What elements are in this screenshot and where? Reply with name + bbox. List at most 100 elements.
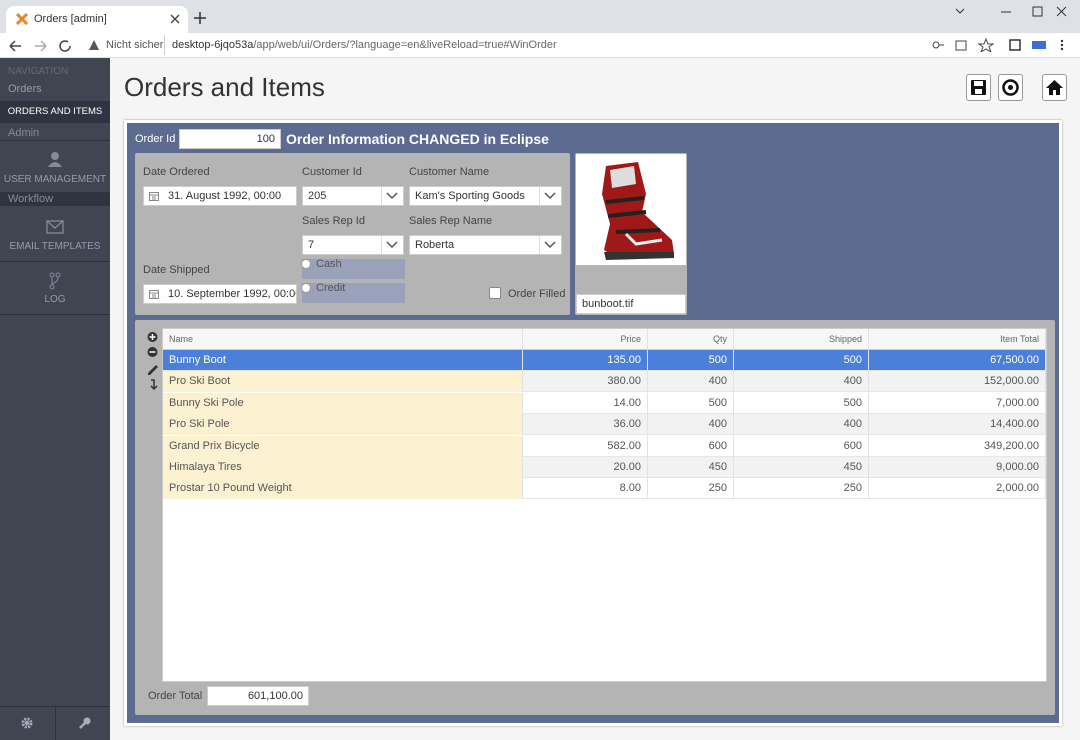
calendar-icon bbox=[149, 290, 159, 299]
customer-name-select[interactable]: Kam's Sporting Goods bbox=[409, 186, 562, 206]
dropdown-arrow[interactable] bbox=[539, 236, 561, 254]
grid-row[interactable]: Grand Prix Bicycle 582.00 600 600 349,200.00 bbox=[163, 435, 1046, 457]
grid-cell: Prostar 10 Pound Weight bbox=[163, 478, 523, 500]
toolbar-icons[interactable] bbox=[932, 38, 1072, 52]
image-panel: bunboot.tif bbox=[575, 153, 687, 315]
grid-cell: 152,000.00 bbox=[869, 371, 1046, 393]
new-tab[interactable] bbox=[194, 12, 206, 24]
sales-rep-id-select[interactable]: 7 bbox=[302, 235, 404, 255]
security-label[interactable]: Nicht sicher bbox=[106, 39, 164, 51]
order-total-input[interactable]: 601,100.00 bbox=[207, 686, 309, 706]
dropdown-arrow[interactable] bbox=[381, 187, 403, 205]
warning-icon bbox=[89, 40, 99, 50]
order-total-label: Order Total bbox=[148, 690, 203, 702]
browser-tab[interactable]: Orders [admin] bbox=[6, 6, 188, 33]
separator bbox=[0, 261, 110, 262]
nav-log[interactable]: LOG bbox=[44, 294, 66, 305]
tab-icon bbox=[16, 13, 28, 25]
refresh-icon bbox=[1002, 79, 1019, 96]
grid-cell: 450 bbox=[648, 457, 734, 478]
grid-cell: 400 bbox=[734, 414, 869, 436]
credit-option[interactable] bbox=[302, 283, 405, 303]
separator bbox=[0, 140, 110, 141]
order-id-input[interactable]: 100 bbox=[179, 129, 281, 149]
grid-row[interactable]: Bunny Boot 135.00 500 500 67,500.00 bbox=[163, 350, 1046, 371]
nav-buttons[interactable] bbox=[8, 39, 72, 53]
grid-cell: 9,000.00 bbox=[869, 457, 1046, 478]
nav-orders[interactable]: Orders bbox=[8, 83, 42, 95]
tab-title: Orders [admin] bbox=[34, 13, 107, 25]
date-shipped-value: 10. September 1992, 00:00 bbox=[168, 288, 297, 300]
sales-rep-id-label: Sales Rep Id bbox=[302, 215, 365, 227]
grid-row[interactable]: Himalaya Tires 20.00 450 450 9,000.00 bbox=[163, 457, 1046, 478]
sales-rep-id-value: 7 bbox=[308, 239, 315, 251]
grid-cell: Grand Prix Bicycle bbox=[163, 435, 523, 457]
sidebar: NAVIGATION Orders ORDERS AND ITEMS Admin… bbox=[0, 58, 110, 740]
product-image bbox=[602, 162, 674, 260]
window-controls[interactable] bbox=[955, 6, 1075, 18]
grid-cell: 2,000.00 bbox=[869, 478, 1046, 500]
grid-cell: 67,500.00 bbox=[869, 350, 1046, 371]
customer-name-value: Kam's Sporting Goods bbox=[415, 190, 525, 202]
column-header[interactable]: Shipped bbox=[734, 329, 869, 350]
grid-row[interactable]: Pro Ski Pole 36.00 400 400 14,400.00 bbox=[163, 414, 1046, 436]
customer-id-select[interactable]: 205 bbox=[302, 186, 404, 206]
nav-user-management[interactable]: USER MANAGEMENT bbox=[3, 174, 107, 185]
cash-radio[interactable] bbox=[301, 259, 311, 269]
tools-icon[interactable] bbox=[78, 716, 92, 730]
log-icon bbox=[49, 272, 61, 290]
grid-cell: 500 bbox=[648, 350, 734, 371]
refresh-button[interactable] bbox=[998, 74, 1023, 101]
grid-cell: 14.00 bbox=[523, 392, 648, 414]
grid-row[interactable]: Prostar 10 Pound Weight 8.00 250 250 2,000.0… bbox=[163, 478, 1046, 500]
settings-icon[interactable] bbox=[20, 716, 34, 730]
order-filled-checkbox[interactable] bbox=[489, 287, 501, 299]
date-ordered-input[interactable]: 31. August 1992, 00:00 bbox=[143, 186, 297, 206]
sales-rep-name-value: Roberta bbox=[415, 239, 455, 251]
date-ordered-label: Date Ordered bbox=[143, 166, 210, 178]
tab-close[interactable] bbox=[170, 14, 180, 24]
grid-cell: 250 bbox=[648, 478, 734, 500]
cash-option[interactable] bbox=[302, 259, 405, 279]
url[interactable]: desktop-6jqo53a/app/web/ui/Orders/?langu… bbox=[172, 39, 557, 51]
column-header[interactable]: Qty bbox=[648, 329, 734, 350]
nav-active[interactable]: ORDERS AND ITEMS bbox=[0, 101, 110, 123]
address-bar: Nicht sicher desktop-6jqo53a/app/web/ui/… bbox=[0, 33, 1080, 58]
nav-admin[interactable]: Admin bbox=[8, 127, 40, 139]
calendar-icon bbox=[149, 192, 159, 201]
grid-cell: 8.00 bbox=[523, 478, 648, 500]
date-shipped-input[interactable]: 10. September 1992, 00:00 bbox=[143, 284, 297, 304]
dropdown-arrow[interactable] bbox=[381, 236, 403, 254]
grid-cell: 500 bbox=[734, 350, 869, 371]
column-header[interactable]: Name bbox=[163, 329, 523, 350]
grid-cell: 400 bbox=[648, 371, 734, 393]
url-host: desktop-6jqo53a bbox=[172, 39, 254, 51]
grid-cell: 600 bbox=[734, 435, 869, 457]
sales-rep-name-select[interactable]: Roberta bbox=[409, 235, 562, 255]
grid-cell: Pro Ski Boot bbox=[163, 371, 523, 393]
tab-bar: Orders [admin] bbox=[0, 0, 1080, 33]
grid-actions[interactable] bbox=[146, 331, 160, 391]
grid-row[interactable]: Pro Ski Boot 380.00 400 400 152,000.00 bbox=[163, 371, 1046, 393]
order-id-label: Order Id bbox=[135, 133, 176, 145]
grid-cell: Himalaya Tires bbox=[163, 457, 523, 478]
column-header[interactable]: Item Total bbox=[869, 329, 1046, 350]
grid-cell: 582.00 bbox=[523, 435, 648, 457]
home-button[interactable] bbox=[1042, 74, 1067, 101]
divider bbox=[164, 35, 165, 55]
grid-cell: 500 bbox=[648, 392, 734, 414]
credit-radio[interactable] bbox=[301, 283, 311, 293]
customer-id-value: 205 bbox=[308, 190, 327, 202]
nav-workflow[interactable]: Workflow bbox=[8, 193, 54, 205]
column-header[interactable]: Price bbox=[523, 329, 648, 350]
grid-row[interactable]: Bunny Ski Pole 14.00 500 500 7,000.00 bbox=[163, 392, 1046, 414]
image-frame bbox=[576, 154, 686, 265]
dropdown-arrow[interactable] bbox=[539, 187, 561, 205]
grid-cell: 20.00 bbox=[523, 457, 648, 478]
save-icon bbox=[971, 80, 986, 95]
image-file-input[interactable]: bunboot.tif bbox=[576, 294, 686, 314]
nav-email-templates[interactable]: EMAIL TEMPLATES bbox=[9, 241, 101, 252]
sales-rep-name-label: Sales Rep Name bbox=[409, 215, 493, 227]
save-button[interactable] bbox=[966, 74, 991, 101]
